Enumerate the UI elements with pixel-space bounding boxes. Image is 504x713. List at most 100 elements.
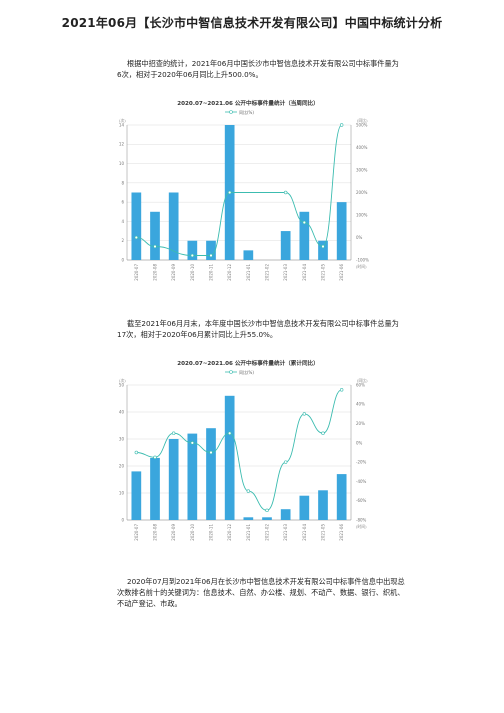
bar	[224, 395, 235, 520]
line-point	[339, 388, 344, 392]
x-tick-label: 2020-12	[227, 264, 232, 281]
x-axis-unit: (时间)	[356, 524, 367, 529]
chart-title: 2020.07~2021.06 公开中标事件量统计（累计同比）	[177, 359, 319, 367]
y-right-tick-label: 200%	[356, 190, 368, 195]
line-point	[321, 431, 325, 435]
x-tick-label: 2021-06	[339, 264, 344, 281]
bar	[262, 517, 272, 520]
bar	[280, 231, 291, 260]
y-axis-unit-right: (同比)	[357, 378, 368, 383]
bar	[318, 490, 328, 520]
legend-label: 同比(%)	[239, 369, 254, 375]
paragraph-monthly: 根据中招查的统计，2021年06月中国长沙市中智信息技术开发有限公司中标事件量为…	[117, 59, 399, 79]
legend-marker	[229, 370, 233, 374]
x-tick-label: 2020-08	[153, 524, 158, 541]
y-tick-label: 6	[121, 200, 124, 205]
bar	[336, 202, 347, 260]
bar	[336, 474, 347, 520]
y-tick-label: 20	[119, 463, 125, 468]
x-tick-label: 2020-11	[209, 264, 214, 281]
chart-cumulative: 2020.07~2021.06 公开中标事件量统计（累计同比） 同比(%) (次) (…	[113, 357, 383, 561]
x-tick-label: 2020-10	[190, 524, 195, 541]
x-tick-label: 2021-01	[246, 524, 251, 541]
legend-marker	[229, 110, 233, 114]
x-tick-label: 2021-03	[283, 524, 288, 541]
y-right-tick-label: 60%	[356, 382, 365, 387]
y-tick-label: 10	[119, 161, 125, 166]
line-point	[209, 450, 213, 455]
series-line	[136, 389, 342, 511]
chart-title: 2020.07~2021.06 公开中标事件量统计（当周同比）	[177, 99, 319, 107]
y-axis-unit-right: (同比)	[357, 118, 368, 123]
x-tick-label: 2021-04	[302, 524, 307, 541]
y-right-tick-label: 100%	[356, 212, 368, 217]
y-axis-unit-left: (次)	[119, 378, 126, 383]
x-tick-label: 2020-09	[171, 524, 176, 541]
x-tick-label: 2020-09	[171, 264, 176, 281]
line-point	[339, 123, 344, 127]
bar	[150, 211, 160, 260]
line-point	[283, 460, 288, 464]
y-tick-label: 8	[121, 180, 124, 185]
y-right-tick-label: 20%	[356, 421, 365, 426]
line-point	[302, 220, 307, 225]
paragraph-keywords: 2020年07月到2021年06月在长沙市中智信息技术开发有限公司中标事件信息中…	[117, 577, 405, 608]
line-point	[153, 244, 157, 249]
y-tick-label: 14	[119, 122, 125, 127]
bar	[243, 517, 254, 520]
x-tick-label: 2020-10	[190, 264, 195, 281]
bar	[299, 211, 310, 260]
y-tick-label: 10	[119, 490, 125, 495]
x-tick-label: 2021-03	[283, 264, 288, 281]
y-tick-label: 0	[121, 257, 124, 262]
y-tick-label: 40	[119, 409, 125, 414]
line-point	[227, 431, 232, 435]
y-tick-label: 12	[119, 142, 125, 147]
x-tick-label: 2021-01	[246, 264, 251, 281]
paragraph-cumulative: 截至2021年06月月末，本年度中国长沙市中智信息技术开发有限公司中标事件总量为…	[117, 319, 399, 339]
x-axis-unit: (时间)	[356, 264, 367, 269]
y-tick-label: 30	[119, 436, 125, 441]
bar	[206, 240, 216, 260]
bar	[187, 433, 198, 520]
chart-monthly: 2020.07~2021.06 公开中标事件量统计（当周同比） 同比(%) (次) (…	[113, 97, 383, 301]
line-point	[153, 455, 157, 460]
series-line	[136, 124, 343, 256]
line-point	[321, 244, 325, 249]
y-right-tick-label: -40%	[356, 479, 367, 484]
x-tick-label: 2021-05	[321, 264, 326, 281]
bar	[150, 457, 160, 520]
y-axis-unit-left: (次)	[119, 118, 126, 123]
line-point	[265, 508, 269, 513]
line-point	[227, 190, 232, 195]
line-point	[171, 431, 176, 435]
x-tick-label: 2020-08	[153, 264, 158, 281]
y-right-tick-label: -60%	[356, 498, 367, 503]
y-tick-label: 4	[121, 219, 124, 224]
line-point	[134, 450, 139, 455]
x-tick-label: 2020-11	[209, 524, 214, 541]
y-tick-label: 0	[121, 517, 124, 522]
y-right-tick-label: 400%	[356, 145, 368, 150]
line-point	[246, 489, 251, 493]
bar	[299, 495, 310, 520]
y-tick-label: 50	[119, 382, 125, 387]
line-point	[302, 412, 307, 416]
x-tick-label: 2021-04	[302, 264, 307, 281]
page-title: 2021年06月【长沙市中智信息技术开发有限公司】中国中标统计分析	[61, 16, 443, 30]
line-point	[190, 441, 195, 445]
y-right-tick-label: 0%	[356, 440, 363, 445]
bar	[206, 428, 216, 520]
y-right-tick-label: 0%	[356, 235, 363, 240]
x-tick-label: 2021-02	[265, 264, 270, 281]
line-point	[190, 253, 195, 258]
bar	[168, 192, 179, 260]
line-point	[134, 235, 139, 240]
line-point	[283, 190, 288, 195]
bar	[243, 250, 254, 260]
y-right-tick-label: -20%	[356, 460, 367, 465]
x-tick-label: 2020-12	[227, 524, 232, 541]
legend-label: 同比(%)	[239, 109, 254, 115]
bar	[187, 240, 198, 260]
y-right-tick-label: 300%	[356, 167, 368, 172]
